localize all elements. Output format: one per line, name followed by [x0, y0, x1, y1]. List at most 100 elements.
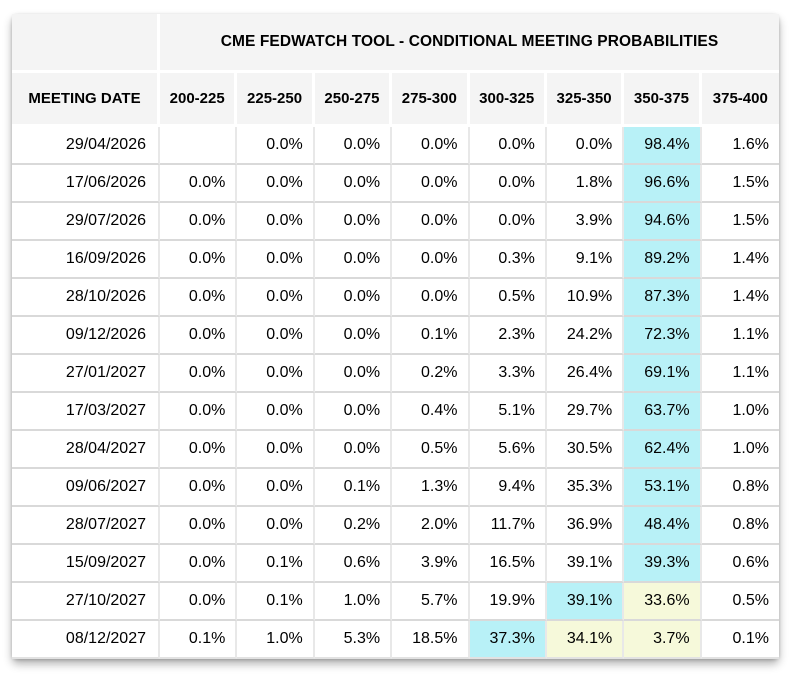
probability-cell: 1.1% [701, 355, 779, 393]
table-row: 08/12/2027 0.1% 1.0% 5.3% 18.5% 37.3% 34.1% 3.7… [12, 621, 779, 659]
table-row: 28/10/2026 0.0% 0.0% 0.0% 0.0% 0.5% 10.9% 87.3%… [12, 279, 779, 317]
probability-cell: 0.0% [392, 203, 470, 241]
probability-cell [160, 127, 238, 165]
probability-cell: 0.0% [160, 583, 238, 621]
table-row: 29/04/2026 0.0% 0.0% 0.0% 0.0% 0.0% 98.4% 1.6% [12, 127, 779, 165]
column-header-300-325: 300-325 [469, 73, 547, 127]
meeting-date-cell: 16/09/2026 [12, 241, 160, 279]
column-header-325-350: 325-350 [546, 73, 625, 127]
probability-cell: 0.1% [314, 469, 393, 507]
probability-cell: 0.0% [237, 507, 315, 545]
probability-cell: 9.4% [469, 469, 547, 507]
probability-cell: 0.1% [237, 583, 315, 621]
probability-cell: 62.4% [624, 431, 702, 469]
probability-cell: 0.5% [701, 583, 779, 621]
meeting-date-cell: 27/01/2027 [12, 355, 160, 393]
probability-cell: 1.6% [701, 127, 779, 165]
column-header-375-400: 375-400 [701, 73, 779, 127]
title-spacer-cell [12, 14, 160, 73]
meeting-date-cell: 28/04/2027 [12, 431, 160, 469]
table-title: CME FEDWATCH TOOL - CONDITIONAL MEETING … [160, 14, 779, 73]
column-header-200-225: 200-225 [160, 73, 238, 127]
conditional-meeting-probabilities-table: CME FEDWATCH TOOL - CONDITIONAL MEETING … [12, 14, 779, 659]
probability-cell: 0.0% [160, 507, 238, 545]
probability-cell: 3.9% [392, 545, 470, 583]
table-row: 27/01/2027 0.0% 0.0% 0.0% 0.2% 3.3% 26.4% 69.1%… [12, 355, 779, 393]
probability-cell: 1.5% [701, 165, 779, 203]
probability-cell: 96.6% [624, 165, 702, 203]
probability-cell: 0.6% [701, 545, 779, 583]
meeting-date-cell: 27/10/2027 [12, 583, 160, 621]
probability-cell: 1.0% [237, 621, 315, 659]
probability-cell: 1.0% [314, 583, 393, 621]
probability-cell: 0.0% [237, 317, 315, 355]
table-row: 29/07/2026 0.0% 0.0% 0.0% 0.0% 0.0% 3.9% 94.6% 1… [12, 203, 779, 241]
table-row: 09/12/2026 0.0% 0.0% 0.0% 0.1% 2.3% 24.2% 72.3%… [12, 317, 779, 355]
probability-cell: 26.4% [546, 355, 625, 393]
probability-cell: 36.9% [546, 507, 625, 545]
probability-cell: 0.0% [237, 393, 315, 431]
table-row: 16/09/2026 0.0% 0.0% 0.0% 0.0% 0.3% 9.1% 89.2% 1… [12, 241, 779, 279]
probability-cell: 0.0% [160, 241, 238, 279]
fedwatch-table-card: CME FEDWATCH TOOL - CONDITIONAL MEETING … [12, 14, 779, 659]
probability-cell: 0.0% [546, 127, 625, 165]
probability-cell: 1.4% [701, 241, 779, 279]
probability-cell: 5.7% [392, 583, 470, 621]
probability-cell: 87.3% [624, 279, 702, 317]
column-header-350-375: 350-375 [624, 73, 702, 127]
table-row: 09/06/2027 0.0% 0.0% 0.1% 1.3% 9.4% 35.3% 53.1%… [12, 469, 779, 507]
table-row: 17/06/2026 0.0% 0.0% 0.0% 0.0% 0.0% 1.8% 96.6% 1… [12, 165, 779, 203]
probability-cell: 0.0% [160, 165, 238, 203]
probability-cell: 0.0% [237, 165, 315, 203]
probability-cell: 0.0% [314, 279, 393, 317]
probability-cell: 0.0% [392, 127, 470, 165]
probability-cell: 0.0% [237, 203, 315, 241]
probability-cell: 37.3% [469, 621, 547, 659]
probability-cell: 1.3% [392, 469, 470, 507]
probability-cell: 63.7% [624, 393, 702, 431]
table-row: 15/09/2027 0.0% 0.1% 0.6% 3.9% 16.5% 39.1% 39.3… [12, 545, 779, 583]
meeting-date-cell: 17/03/2027 [12, 393, 160, 431]
probability-cell: 0.1% [392, 317, 470, 355]
meeting-date-cell: 15/09/2027 [12, 545, 160, 583]
probability-cell: 94.6% [624, 203, 702, 241]
probability-cell: 53.1% [624, 469, 702, 507]
probability-cell: 3.9% [546, 203, 625, 241]
probability-cell: 29.7% [546, 393, 625, 431]
column-header-225-250: 225-250 [237, 73, 315, 127]
meeting-date-cell: 29/04/2026 [12, 127, 160, 165]
probability-cell: 0.0% [469, 127, 547, 165]
probability-cell: 0.0% [314, 355, 393, 393]
meeting-date-cell: 09/12/2026 [12, 317, 160, 355]
meeting-date-cell: 28/10/2026 [12, 279, 160, 317]
probability-cell: 1.4% [701, 279, 779, 317]
probability-cell: 69.1% [624, 355, 702, 393]
probability-cell: 72.3% [624, 317, 702, 355]
probability-cell: 0.0% [314, 431, 393, 469]
probability-cell: 0.5% [469, 279, 547, 317]
column-header-row: MEETING DATE 200-225 225-250 250-275 275… [12, 73, 779, 127]
table-row: 28/04/2027 0.0% 0.0% 0.0% 0.5% 5.6% 30.5% 62.4%… [12, 431, 779, 469]
probability-cell: 0.0% [160, 203, 238, 241]
probability-cell: 0.0% [160, 355, 238, 393]
probability-cell: 0.0% [314, 393, 393, 431]
probability-cell: 1.8% [546, 165, 625, 203]
meeting-date-cell: 17/06/2026 [12, 165, 160, 203]
probability-cell: 0.0% [160, 393, 238, 431]
probability-cell: 0.3% [469, 241, 547, 279]
probability-cell: 0.4% [392, 393, 470, 431]
probability-cell: 0.0% [160, 469, 238, 507]
probability-cell: 39.3% [624, 545, 702, 583]
table-body: 29/04/2026 0.0% 0.0% 0.0% 0.0% 0.0% 98.4% 1.6% 1… [12, 127, 779, 659]
table-row: 28/07/2027 0.0% 0.0% 0.2% 2.0% 11.7% 36.9% 48.4… [12, 507, 779, 545]
probability-cell: 0.0% [237, 241, 315, 279]
probability-cell: 1.5% [701, 203, 779, 241]
probability-cell: 3.7% [624, 621, 702, 659]
column-header-meeting-date: MEETING DATE [12, 73, 160, 127]
probability-cell: 0.0% [392, 241, 470, 279]
probability-cell: 10.9% [546, 279, 625, 317]
meeting-date-cell: 28/07/2027 [12, 507, 160, 545]
probability-cell: 0.8% [701, 507, 779, 545]
probability-cell: 0.0% [314, 127, 393, 165]
probability-cell: 0.0% [392, 165, 470, 203]
